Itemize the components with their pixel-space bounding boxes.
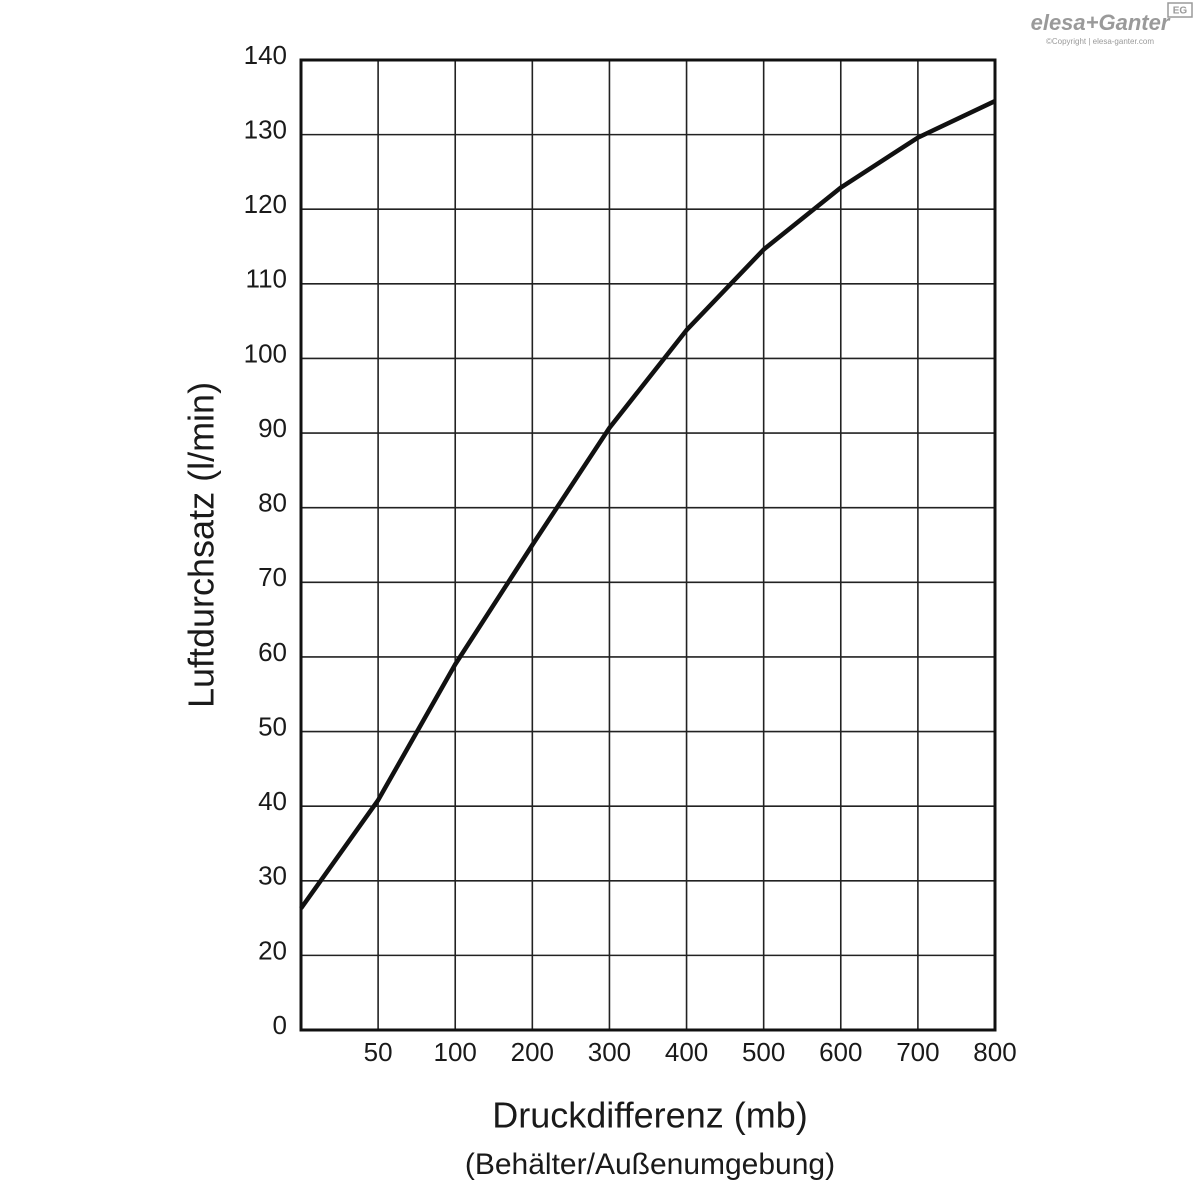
logo-badge-frame (1167, 2, 1193, 18)
x-tick-label: 500 (742, 1037, 785, 1067)
x-tick-label: 300 (588, 1037, 631, 1067)
y-tick-label: 60 (258, 637, 287, 667)
y-tick-label: 20 (258, 935, 287, 965)
y-tick-label: 0 (273, 1010, 287, 1040)
x-tick-label: 50 (364, 1037, 393, 1067)
copyright: ©Copyright | elesa-ganter.com (1046, 37, 1154, 46)
x-tick-label: 700 (896, 1037, 939, 1067)
logo-badge: EG (1173, 6, 1188, 17)
x-tick-label: 800 (973, 1037, 1016, 1067)
y-tick-label: 120 (244, 189, 287, 219)
y-tick-label: 70 (258, 562, 287, 592)
x-tick-label: 600 (819, 1037, 862, 1067)
y-tick-label: 80 (258, 488, 287, 518)
y-tick-label: 110 (246, 264, 287, 294)
x-axis-sublabel: (Behälter/Außenumgebung) (465, 1148, 835, 1181)
plot-frame (299, 58, 997, 1032)
y-tick-label: 100 (244, 338, 287, 368)
y-tick-label: 130 (244, 114, 287, 144)
logo: elesa+Ganter (1031, 10, 1171, 35)
x-tick-label: 100 (434, 1037, 477, 1067)
x-axis-label: Druckdifferenz (mb) (492, 1095, 807, 1136)
data-line (299, 99, 996, 910)
y-tick-label: 40 (258, 786, 287, 816)
y-tick-label: 140 (244, 40, 287, 70)
y-tick-label: 90 (258, 413, 287, 443)
x-tick-label: 400 (665, 1037, 708, 1067)
y-tick-label: 50 (258, 711, 287, 741)
y-axis-label: Luftdurchsatz (l/min) (181, 382, 222, 708)
y-tick-label: 30 (258, 861, 287, 891)
x-tick-label: 200 (511, 1037, 554, 1067)
